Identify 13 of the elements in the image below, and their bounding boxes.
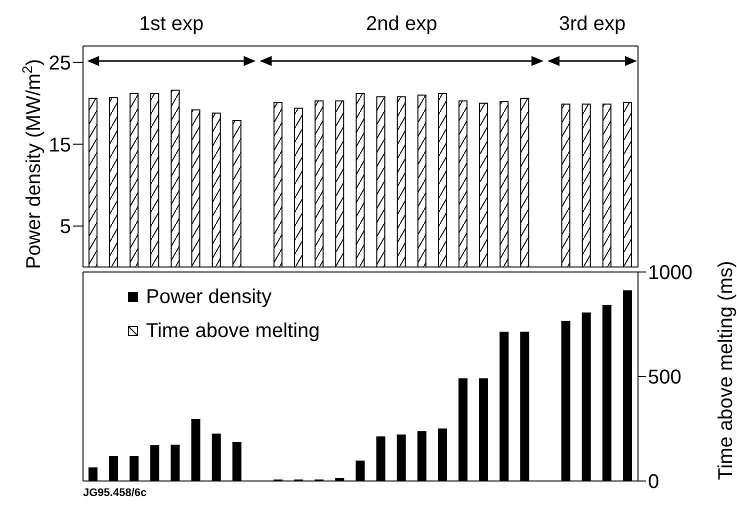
text: 1st exp — [139, 13, 204, 35]
y-tick-label: 25 — [48, 52, 71, 74]
text: Time above melting — [146, 320, 320, 342]
y-tick-label: 15 — [48, 134, 71, 156]
y2-tick-label: 500 — [648, 366, 682, 389]
text: 2nd exp — [366, 13, 438, 35]
y2-tick-label: 1000 — [648, 262, 692, 284]
y2-tick-label: 0 — [648, 471, 660, 494]
text: Power density — [146, 285, 272, 310]
y2-axis-title: Time above melting (ms) — [715, 260, 737, 480]
y-tick-label: 5 — [60, 216, 71, 238]
text: JG95.458/6c — [83, 487, 147, 499]
text: 3rd exp — [558, 13, 626, 35]
